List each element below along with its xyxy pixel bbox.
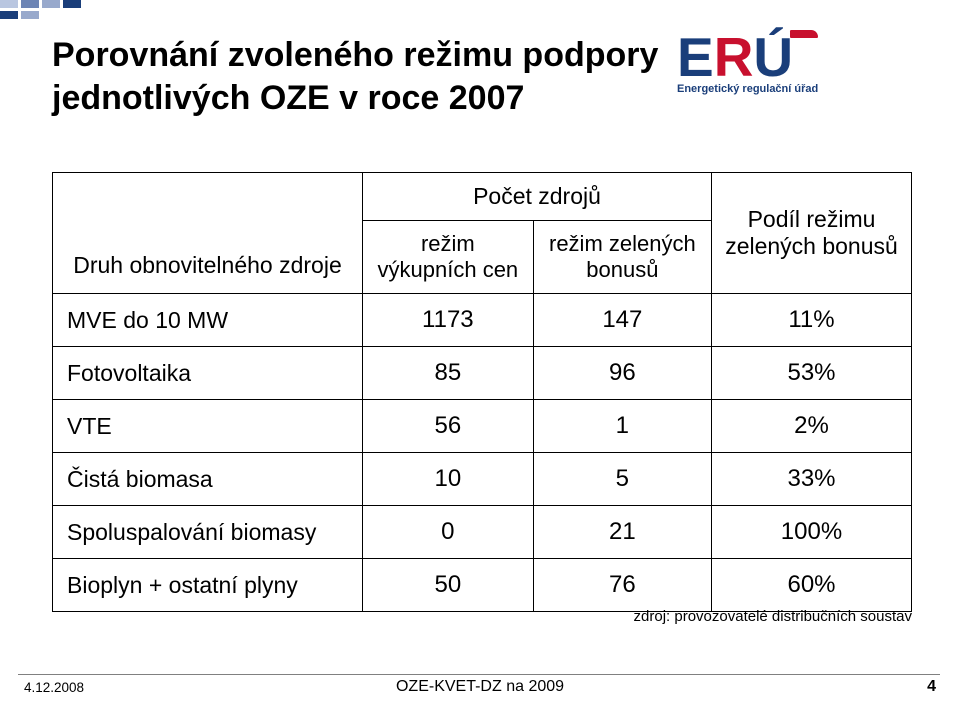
table-row: Spoluspalování biomasy 0 21 100% <box>53 506 912 559</box>
col-header-green-bonus: režim zelených bonusů <box>533 221 711 294</box>
deco-square <box>42 0 60 8</box>
page-title: Porovnání zvoleného režimu podpory jedno… <box>52 34 672 119</box>
table-row: Bioplyn + ostatní plyny 50 76 60% <box>53 559 912 612</box>
cell-value: 100% <box>712 506 912 559</box>
cell-value: 21 <box>533 506 711 559</box>
deco-row-2 <box>0 11 960 19</box>
logo-subtitle: Energetický regulační úřad <box>677 83 818 95</box>
cell-value: 85 <box>363 347 534 400</box>
deco-square <box>21 11 39 19</box>
cell-value: 1 <box>533 400 711 453</box>
deco-row-1 <box>0 0 960 8</box>
table-row: Fotovoltaika 85 96 53% <box>53 347 912 400</box>
row-label: MVE do 10 MW <box>53 294 363 347</box>
col-header-source-type: Druh obnovitelného zdroje <box>53 173 363 294</box>
logo-accent-icon <box>790 30 818 38</box>
cell-value: 33% <box>712 453 912 506</box>
eru-logo: E R Ú Energetický regulační úřad <box>677 30 912 103</box>
deco-square <box>63 0 81 8</box>
cell-value: 60% <box>712 559 912 612</box>
cell-value: 56 <box>363 400 534 453</box>
cell-value: 147 <box>533 294 711 347</box>
cell-value: 10 <box>363 453 534 506</box>
source-note: zdroj: provozovatelé distribučních soust… <box>634 608 912 625</box>
table-row: Čistá biomasa 10 5 33% <box>53 453 912 506</box>
cell-value: 2% <box>712 400 912 453</box>
row-label: Spoluspalování biomasy <box>53 506 363 559</box>
footer-page-number: 4 <box>927 678 936 696</box>
footer-title: OZE-KVET-DZ na 2009 <box>0 678 960 696</box>
header-decoration <box>0 0 960 22</box>
logo-letters: E R Ú <box>677 30 821 85</box>
deco-square <box>0 11 18 19</box>
table-body: MVE do 10 MW 1173 147 11% Fotovoltaika 8… <box>53 294 912 612</box>
row-label: Bioplyn + ostatní plyny <box>53 559 363 612</box>
cell-value: 5 <box>533 453 711 506</box>
deco-square <box>21 0 39 8</box>
logo-letter-u: Ú <box>753 30 791 85</box>
table-row: VTE 56 1 2% <box>53 400 912 453</box>
row-label: Čistá biomasa <box>53 453 363 506</box>
logo-letter-r: R <box>714 30 752 85</box>
row-label: Fotovoltaika <box>53 347 363 400</box>
logo-letter-e: E <box>677 30 712 85</box>
cell-value: 0 <box>363 506 534 559</box>
table-row: MVE do 10 MW 1173 147 11% <box>53 294 912 347</box>
cell-value: 11% <box>712 294 912 347</box>
cell-value: 53% <box>712 347 912 400</box>
col-header-purchase-price: režim výkupních cen <box>363 221 534 294</box>
cell-value: 1173 <box>363 294 534 347</box>
col-header-share: Podíl režimu zelených bonusů <box>712 173 912 294</box>
slide-footer: 4.12.2008 OZE-KVET-DZ na 2009 4 <box>0 668 960 698</box>
table-header: Druh obnovitelného zdroje Počet zdrojů P… <box>53 173 912 294</box>
deco-square <box>0 0 18 8</box>
cell-value: 50 <box>363 559 534 612</box>
col-header-source-count: Počet zdrojů <box>363 173 712 221</box>
row-label: VTE <box>53 400 363 453</box>
cell-value: 96 <box>533 347 711 400</box>
cell-value: 76 <box>533 559 711 612</box>
comparison-table: Druh obnovitelného zdroje Počet zdrojů P… <box>52 172 912 612</box>
footer-divider <box>18 674 940 675</box>
table-header-row-1: Druh obnovitelného zdroje Počet zdrojů P… <box>53 173 912 221</box>
data-table: Druh obnovitelného zdroje Počet zdrojů P… <box>52 172 912 612</box>
